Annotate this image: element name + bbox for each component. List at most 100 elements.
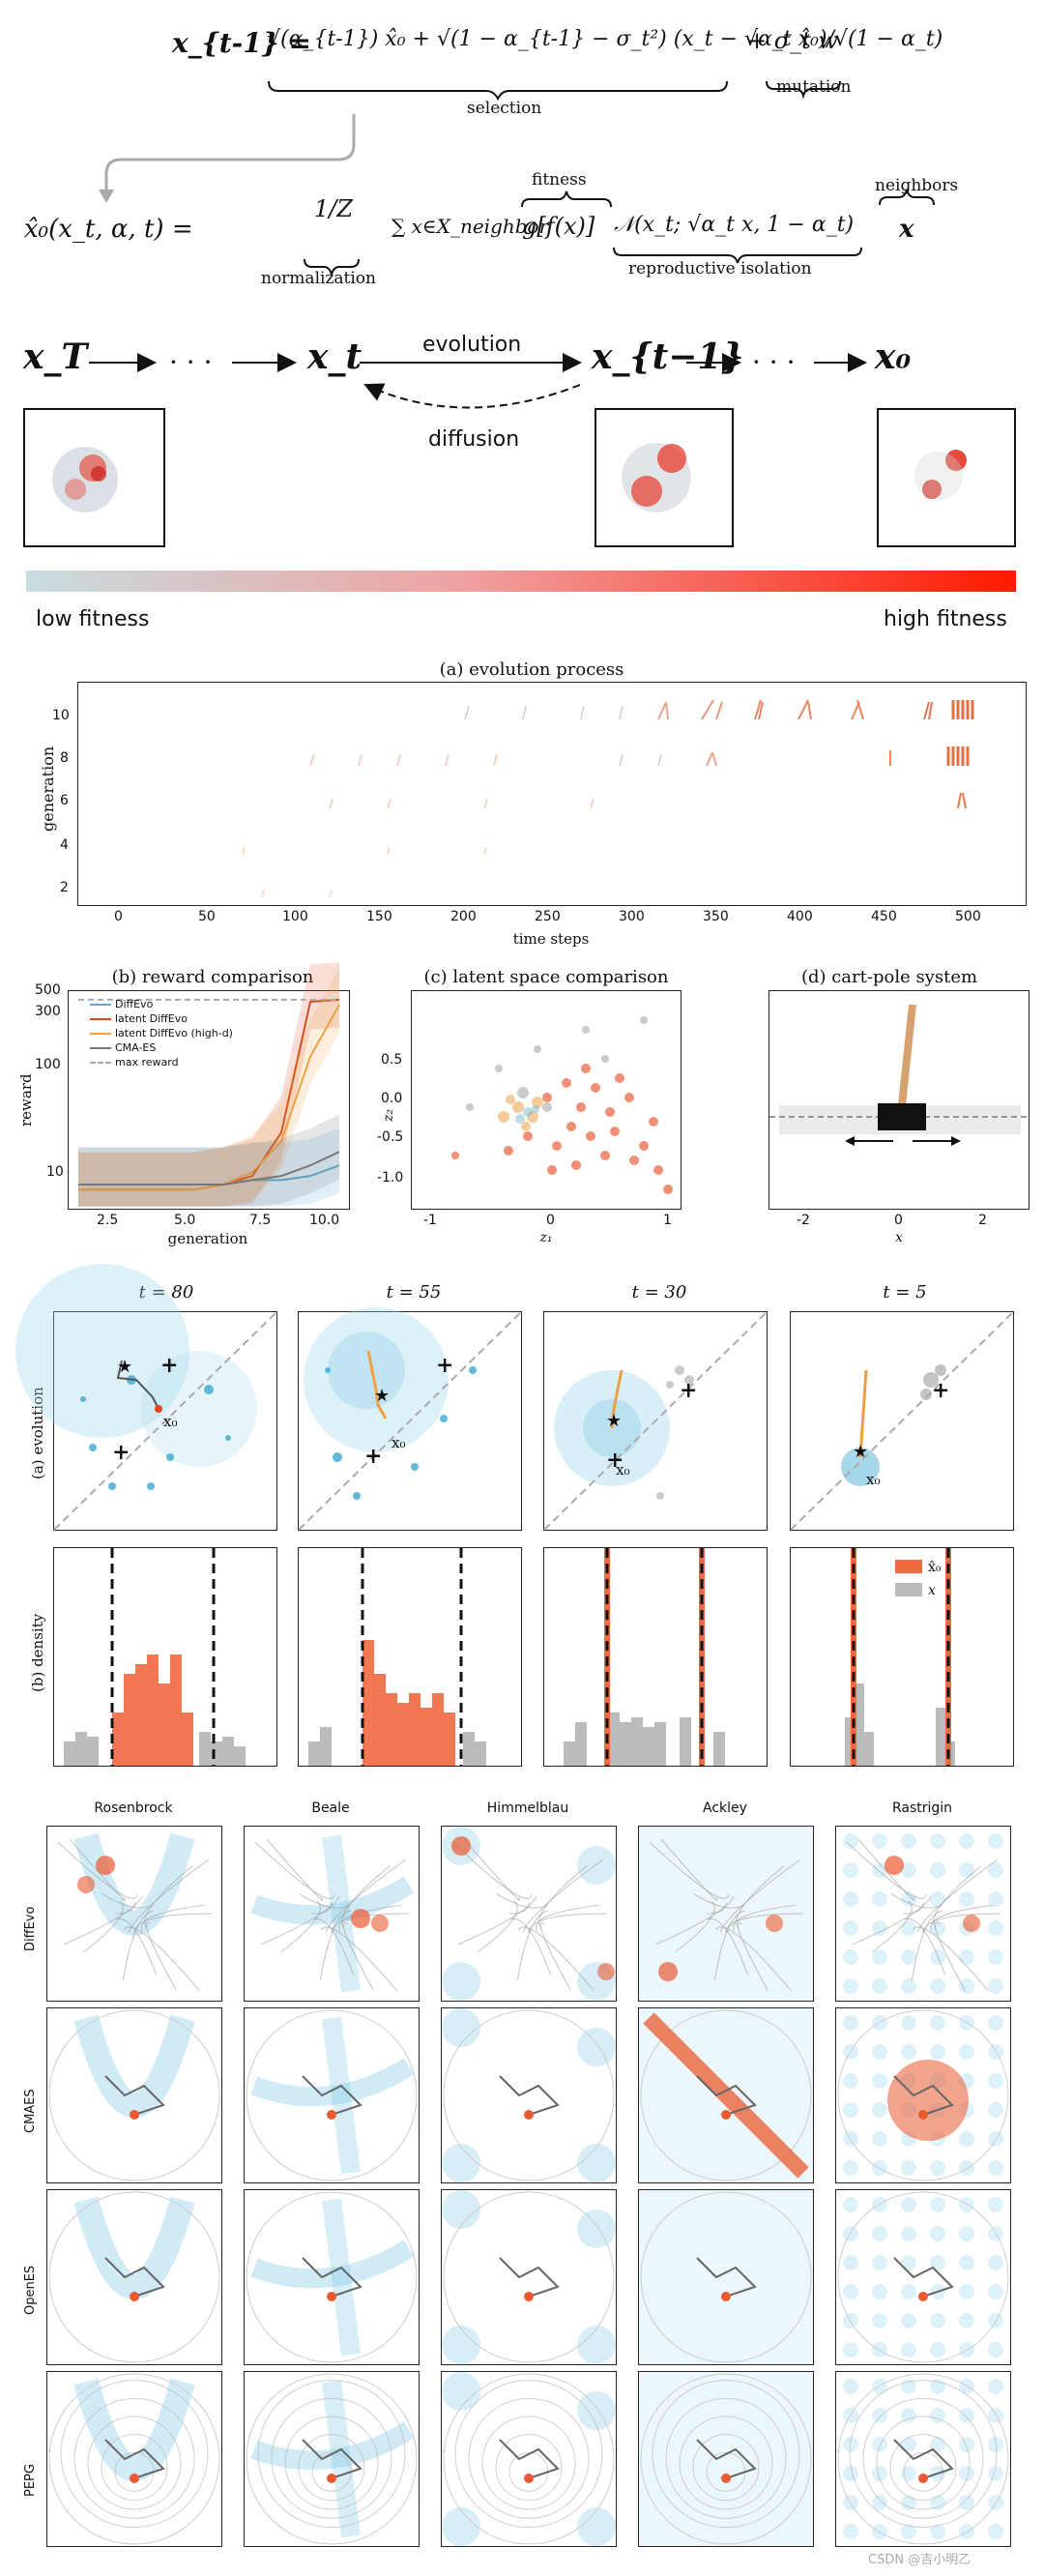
latent-scatter <box>451 1016 673 1194</box>
panel-c-xlabel: z₁ <box>539 1230 553 1245</box>
panel-a-ytick: 4 <box>60 837 69 853</box>
panel-c-ytick: -1.0 <box>377 1170 404 1186</box>
series-band-2 <box>78 967 339 1207</box>
bench-cell-openes-ackley <box>638 2189 814 2365</box>
legend-x0-hat: x̂₀ <box>928 1560 942 1575</box>
row-b-label: (b) density <box>29 1613 46 1692</box>
x0-label: x₀ <box>163 1413 177 1430</box>
svg-text:+: + <box>160 1353 178 1378</box>
panel-b-ytick: 300 <box>35 1004 61 1019</box>
panel-a-xtick: 400 <box>787 909 813 924</box>
evo-scatter-55: ★ + + x₀ <box>298 1307 522 1531</box>
density-panel-80 <box>53 1547 277 1767</box>
mutation-label: mutation <box>776 77 852 97</box>
panel-c-plot <box>411 990 682 1210</box>
evolution-label: evolution <box>422 333 522 357</box>
bench-cell-diffevo-rosenbrock <box>46 1826 222 2002</box>
thumb-xT <box>23 408 165 547</box>
reward-chart-svg <box>78 962 340 1207</box>
bench-cell-diffevo-himmelblau <box>441 1826 617 2002</box>
legend-latent-diffevo: latent DiffEvo <box>90 1011 233 1026</box>
panel-a-ytick: 8 <box>60 750 69 766</box>
panel-c-ytick: 0.0 <box>381 1091 403 1106</box>
neighbors-label: neighbors <box>875 176 959 195</box>
panel-d-title: (d) cart-pole system <box>800 967 978 987</box>
bench-cell-cmaes-beale <box>244 2007 420 2183</box>
panel-c-xtick: 1 <box>663 1213 672 1228</box>
normalization-label: normalization <box>261 269 376 288</box>
panel-c-ytick: 0.5 <box>381 1052 403 1068</box>
legend-cmaes: CMA-ES <box>90 1040 233 1055</box>
bench-cell-plot <box>246 2009 418 2181</box>
panel-a-xtick: 150 <box>366 909 392 924</box>
bench-cell-plot <box>442 2008 616 2182</box>
density-panel-30 <box>543 1547 768 1767</box>
watermark: CSDN @吉小明乙 <box>868 2553 972 2567</box>
panel-a-xtick: 50 <box>198 909 216 924</box>
process-diagram: x_T · · · x_t evolution x_{t−1} · · · x₀… <box>0 319 1044 631</box>
bench-cell-pepg-ackley <box>638 2371 814 2547</box>
density-hist-55 <box>308 1548 486 1766</box>
legend-label: latent DiffEvo <box>115 1012 188 1025</box>
panel-a-ylabel: generation <box>39 746 57 832</box>
x0-label: x₀ <box>866 1471 880 1488</box>
bench-cell-diffevo-ackley <box>638 1826 814 2002</box>
eq-mutation-term: + σ_t w <box>747 27 838 54</box>
bench-cell-pepg-rastrigin <box>835 2371 1011 2547</box>
density-panel-5: x̂₀ x <box>790 1547 1014 1767</box>
bench-cell-plot <box>48 2373 220 2545</box>
evo-panel-5: ★ + x₀ <box>790 1311 1014 1531</box>
bench-row-label: PEPG <box>23 2464 38 2497</box>
panel-a-xlabel: time steps <box>512 930 590 948</box>
bench-col-label: Himmelblau <box>486 1800 569 1816</box>
thumb-xT-scatter <box>52 447 118 512</box>
panel-c-title: (c) latent space comparison <box>423 967 669 987</box>
bench-cell-plot <box>442 2372 616 2546</box>
thumb-x0 <box>877 408 1016 547</box>
bench-cell-openes-rastrigin <box>835 2189 1011 2365</box>
bench-cell-plot <box>250 1834 415 1993</box>
x0-label: x₀ <box>392 1434 405 1451</box>
panel-a-xtick: 200 <box>450 909 477 924</box>
panel-d-xtick: 0 <box>894 1213 903 1228</box>
x-term: x <box>899 215 914 244</box>
panel-b-title: (b) reward comparison <box>111 967 314 987</box>
cartpole-drawing <box>769 1004 1029 1146</box>
bench-row-label: DiffEvo <box>23 1906 38 1951</box>
panel-b-xlabel: generation <box>167 1230 248 1247</box>
reproductive-label: reproductive isolation <box>628 259 812 278</box>
bench-cell-openes-beale <box>244 2189 420 2365</box>
t-label-55: t = 55 <box>386 1282 442 1303</box>
panel-a-xtick: 250 <box>535 909 561 924</box>
low-fitness-label: low fitness <box>36 607 150 631</box>
bench-cell-plot <box>843 1833 1003 1994</box>
fitness-label: fitness <box>532 170 587 190</box>
svg-text:+: + <box>364 1444 382 1469</box>
diffusion-label: diffusion <box>428 427 520 452</box>
bench-cell-pepg-beale <box>244 2371 420 2547</box>
panel-b-plot: DiffEvo latent DiffEvo latent DiffEvo (h… <box>68 962 350 1210</box>
bench-cell-cmaes-rastrigin <box>835 2007 1011 2183</box>
dots-2: · · · <box>752 346 796 378</box>
bench-cell-pepg-himmelblau <box>441 2371 617 2547</box>
panel-d-xlabel: x <box>895 1230 903 1245</box>
bench-cell-plot <box>639 1827 813 2001</box>
sum-term: ∑ x∈X_neighbor <box>392 215 549 238</box>
bench-cell-plot <box>639 2372 813 2546</box>
bench-cell-plot <box>246 2373 418 2545</box>
svg-text:+: + <box>112 1440 130 1465</box>
t-label-5: t = 5 <box>883 1282 927 1303</box>
legend-x: x <box>928 1583 936 1598</box>
bench-cell-plot <box>48 2191 220 2363</box>
panel-b-ytick: 100 <box>35 1057 61 1072</box>
bench-col-label: Ackley <box>703 1800 747 1816</box>
evo-scatter-30: ★ + + x₀ <box>543 1311 768 1531</box>
panel-a-strokes <box>242 699 974 898</box>
fitness-gradient-bar <box>26 571 1016 592</box>
thumb-x0-scatter <box>914 450 967 500</box>
bench-cell-plot <box>57 1832 213 1992</box>
panel-b-xtick: 10.0 <box>309 1213 340 1228</box>
eq-lhs: x_{t-1} = <box>172 27 311 59</box>
svg-text:+: + <box>606 1448 624 1473</box>
density-hist-30 <box>564 1548 725 1766</box>
